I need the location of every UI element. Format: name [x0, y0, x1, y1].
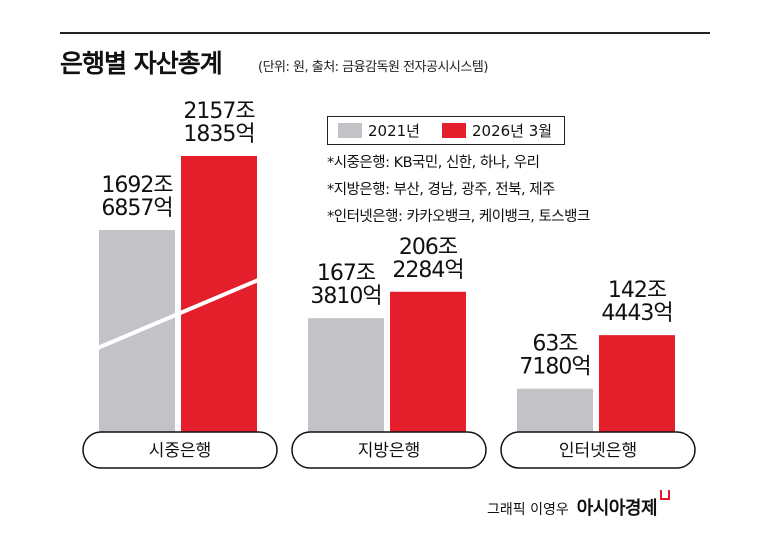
data-label-2026-1-1: 2284억 — [392, 258, 463, 283]
category-pill-0 — [82, 431, 278, 469]
legend-label-2021: 2021년 — [368, 122, 420, 140]
data-label-2021-0-1: 6857억 — [101, 196, 172, 221]
chart-subtitle: (단위: 원, 출처: 금융감독원 전자공시시스템) — [258, 60, 488, 75]
category-pill-2 — [500, 431, 696, 469]
bar-2026-1 — [390, 291, 466, 432]
publisher-logo: 아시아경제 — [576, 490, 671, 520]
legend-label-2026: 2026년 3월 — [471, 122, 553, 140]
publisher-logo-text: 아시아경제 — [576, 498, 658, 519]
legend: 2021년 2026년 3월 — [327, 116, 565, 145]
note-internet: *인터넷은행: 카카오뱅크, 케이뱅크, 토스뱅크 — [327, 209, 590, 225]
bar-2021-1 — [308, 318, 384, 432]
note-commercial: *시중은행: KB국민, 신한, 하나, 우리 — [327, 155, 540, 171]
chart-title: 은행별 자산총계 — [60, 49, 223, 78]
credit-text: 그래픽 이영우 — [487, 502, 569, 518]
data-label-2026-2-0: 142조 — [608, 278, 667, 303]
credit: 그래픽 이영우 아시아경제 — [487, 490, 671, 520]
bar-2026-2 — [599, 335, 675, 432]
legend-item-2026: 2026년 3월 — [441, 120, 553, 141]
data-label-2026-2-1: 4443억 — [601, 301, 672, 326]
logo-mark-icon — [660, 490, 671, 500]
data-label-2021-0-0: 1692조 — [101, 173, 173, 198]
category-label-1: 지방은행 — [358, 441, 421, 461]
top-rule — [60, 32, 710, 34]
category-pill-1 — [291, 431, 487, 469]
data-label-2021-1-1: 3810억 — [310, 284, 381, 309]
bar-2026-0 — [181, 156, 257, 432]
legend-swatch-2026 — [441, 123, 466, 138]
data-label-2021-2-0: 63조 — [532, 332, 578, 357]
data-label-2021-1-0: 167조 — [317, 261, 376, 286]
bar-2021-2 — [517, 388, 593, 432]
notes: *시중은행: KB국민, 신한, 하나, 우리 *지방은행: 부산, 경남, 광… — [327, 150, 590, 231]
data-label-2026-0-0: 2157조 — [183, 99, 255, 124]
axis-break-mark — [92, 276, 264, 352]
data-label-2021-2-1: 7180억 — [519, 355, 590, 380]
category-label-0: 시중은행 — [149, 441, 212, 461]
data-label-2026-0-1: 1835억 — [183, 122, 254, 147]
category-label-2: 인터넷은행 — [559, 441, 637, 461]
data-label-2026-1-0: 206조 — [399, 235, 458, 260]
legend-item-2021: 2021년 — [338, 120, 420, 141]
note-regional: *지방은행: 부산, 경남, 광주, 전북, 제주 — [327, 182, 555, 198]
legend-swatch-2021 — [338, 123, 362, 138]
